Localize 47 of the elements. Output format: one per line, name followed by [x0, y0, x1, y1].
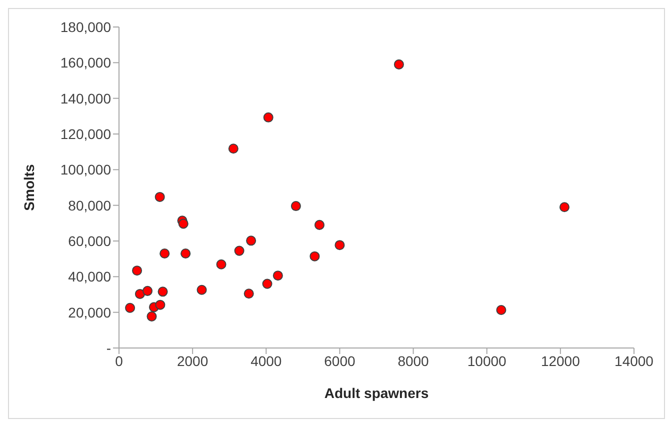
y-tick-label: 180,000 [60, 18, 112, 35]
point [234, 246, 244, 256]
point [125, 302, 136, 313]
x-tick-label: 8000 [398, 352, 430, 369]
x-tick-label: 10000 [467, 352, 507, 369]
point [142, 286, 153, 296]
x-tick-label: 12000 [540, 352, 580, 369]
point [314, 220, 324, 230]
point [496, 305, 506, 316]
x-tick-label: 0 [115, 352, 124, 369]
x-tick-label: 2000 [176, 352, 208, 369]
point [334, 240, 345, 250]
point [180, 248, 191, 258]
point [394, 59, 404, 70]
y-tick-label: 140,000 [60, 90, 112, 106]
point [216, 259, 226, 270]
point [244, 288, 254, 299]
point [158, 286, 168, 297]
point [134, 288, 145, 299]
y-tick-label: - [106, 340, 112, 356]
y-tick-label: 80,000 [68, 197, 112, 214]
point [263, 112, 274, 122]
y-tick-label: 120,000 [60, 126, 112, 142]
x-tick-label: 14000 [614, 352, 654, 369]
x-axis-title: Adult spawners [324, 385, 429, 401]
x-tick-label: 6000 [324, 352, 356, 369]
y-axis-title: Smolts [20, 164, 37, 211]
point [132, 266, 142, 276]
point [310, 251, 320, 262]
y-tick-label: 160,000 [60, 54, 112, 71]
y-tick-label: 20,000 [68, 304, 112, 320]
point [290, 201, 301, 212]
point [155, 300, 166, 310]
y-tick-label: 100,000 [60, 162, 112, 178]
point [146, 311, 157, 322]
point [272, 270, 283, 281]
point [154, 192, 165, 202]
y-tick-label: 40,000 [68, 268, 112, 285]
point [178, 218, 188, 229]
point [246, 236, 256, 246]
point [559, 202, 570, 212]
y-tick-label: 60,000 [68, 232, 112, 249]
point [262, 278, 272, 289]
x-tick-label: 4000 [250, 352, 282, 369]
point [160, 248, 170, 258]
point [196, 284, 207, 295]
point [228, 144, 238, 154]
